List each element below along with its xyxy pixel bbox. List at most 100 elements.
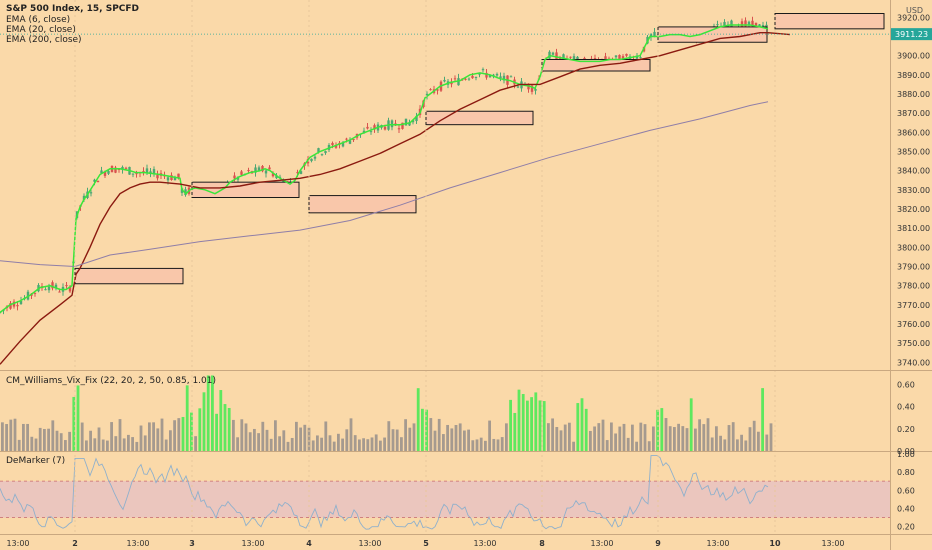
vix-bar [282,430,286,451]
vix-bar [400,437,403,451]
price-tick-label: 3880.00 [897,90,930,99]
candle-body [576,56,579,60]
vix-bar [677,423,680,451]
vix-bar [450,428,454,451]
vix-bar [274,420,277,451]
vix-bar [408,427,412,451]
candle-body [173,177,177,181]
price-tick-label: 3750.00 [897,339,930,348]
setup-box-6[interactable] [657,26,768,43]
vix-bar [328,435,332,451]
candle-body [44,289,47,291]
vix-bar [421,408,424,451]
vix-pane[interactable] [1,375,773,451]
vix-bar [391,429,395,451]
price-tick-label: 3740.00 [897,358,930,367]
vix-bar [752,420,756,451]
vix-bar [580,398,584,451]
vix-bar [715,426,718,451]
candle-body [54,284,58,289]
vix-bar [433,430,437,451]
candle-body [152,169,156,174]
setup-box-7[interactable] [774,13,885,30]
vix-bar [467,429,470,451]
vix-bar [5,424,8,451]
candle-body [649,34,653,37]
vix-bar [521,394,525,451]
candle-body [166,177,170,181]
vix-bar [538,400,542,451]
candle-body [341,142,345,147]
vix-bar [685,428,689,451]
vix-bar [614,433,617,451]
candle-body [467,78,471,80]
vix-bar [316,435,319,451]
setup-box-3[interactable] [308,195,417,214]
vix-bar [626,437,630,451]
vix-bar [47,428,50,451]
vix-bar [542,401,546,451]
candle-body [233,175,236,179]
vix-bar [156,428,160,451]
vix-bar [530,397,533,451]
demarker-tick-label: 0.80 [897,468,915,477]
demarker-tick-label: 0.60 [897,486,915,495]
vix-bar [358,439,361,451]
vix-bar [198,408,202,451]
vix-bar [177,418,181,451]
candle-body [397,128,401,130]
vix-bar [757,431,760,451]
candle-body [639,57,642,59]
candle-body [723,21,726,27]
vix-bar [731,422,735,451]
candle-body [51,282,54,289]
setup-box-4[interactable] [425,110,534,126]
vix-bar [719,435,722,451]
candle-body [320,154,324,156]
price-pane[interactable] [0,13,890,365]
vix-bar [618,426,622,451]
vix-bar [311,440,315,451]
vix-bar [106,440,109,451]
vix-bar [257,433,260,451]
vix-bar [97,427,101,451]
demarker-tick-label: 1.00 [897,450,915,459]
candle-body [240,171,243,175]
vix-bar [442,434,445,451]
vix-tick-label: 0.00 [897,447,915,456]
vix-bar [505,423,508,451]
candle-body [562,54,565,59]
vix-bar [290,437,294,451]
vix-bar [601,419,605,451]
candle-body [145,168,149,174]
time-tick-label: 10 [769,539,781,548]
price-tick-label: 3760.00 [897,320,930,329]
candle-body [142,171,145,173]
candle-body [457,78,460,86]
vix-bar [387,421,391,451]
vix-bar [152,422,155,451]
demarker-title: DeMarker (7) [6,456,66,466]
vix-bar [248,432,252,451]
candle-body [471,75,474,79]
vix-bar [101,439,105,451]
candle-body [131,173,135,175]
time-tick-label: 3 [189,539,195,548]
ema6-legend: EMA (6, close) [6,15,71,25]
candle-body [177,173,180,178]
candle-body [278,176,282,178]
vix-bar [572,441,575,451]
current-price-tag [891,28,932,41]
candle-body [530,85,534,92]
demarker-tick-label: 0.40 [897,504,915,513]
candle-body [296,172,299,174]
vix-bar [173,420,176,451]
vix-bar [34,438,38,451]
candle-body [271,173,275,177]
vix-bar [30,436,34,451]
time-tick-label: 4 [306,539,312,548]
ema6-line [0,24,769,314]
demarker-pane[interactable] [0,455,890,530]
setup-box-1[interactable] [74,267,184,285]
